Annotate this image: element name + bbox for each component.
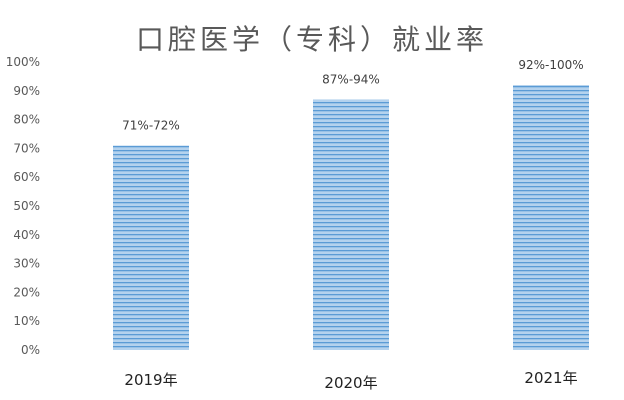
x-tick-label: 2020年	[324, 374, 377, 392]
y-tick-label: 30%	[13, 257, 40, 271]
y-tick-label: 10%	[13, 314, 40, 328]
y-tick-label: 70%	[13, 141, 40, 155]
x-tick-label: 2019年	[124, 371, 177, 389]
y-tick-label: 80%	[13, 113, 40, 127]
y-tick-label: 0%	[21, 343, 40, 357]
chart-title: 口腔医学（专科）就业率	[135, 23, 488, 56]
bar-2019	[113, 145, 189, 350]
data-label: 92%-100%	[518, 58, 583, 72]
bar-2021	[513, 85, 589, 350]
y-tick-label: 20%	[13, 285, 40, 299]
x-tick-label: 2021年	[524, 369, 577, 387]
y-tick-label: 40%	[13, 228, 40, 242]
data-label: 71%-72%	[122, 119, 180, 133]
y-tick-label: 50%	[13, 199, 40, 213]
y-tick-label: 90%	[13, 84, 40, 98]
data-label: 87%-94%	[322, 72, 380, 86]
y-tick-label: 100%	[6, 55, 40, 69]
y-tick-label: 60%	[13, 170, 40, 184]
bar-2020	[313, 99, 389, 350]
